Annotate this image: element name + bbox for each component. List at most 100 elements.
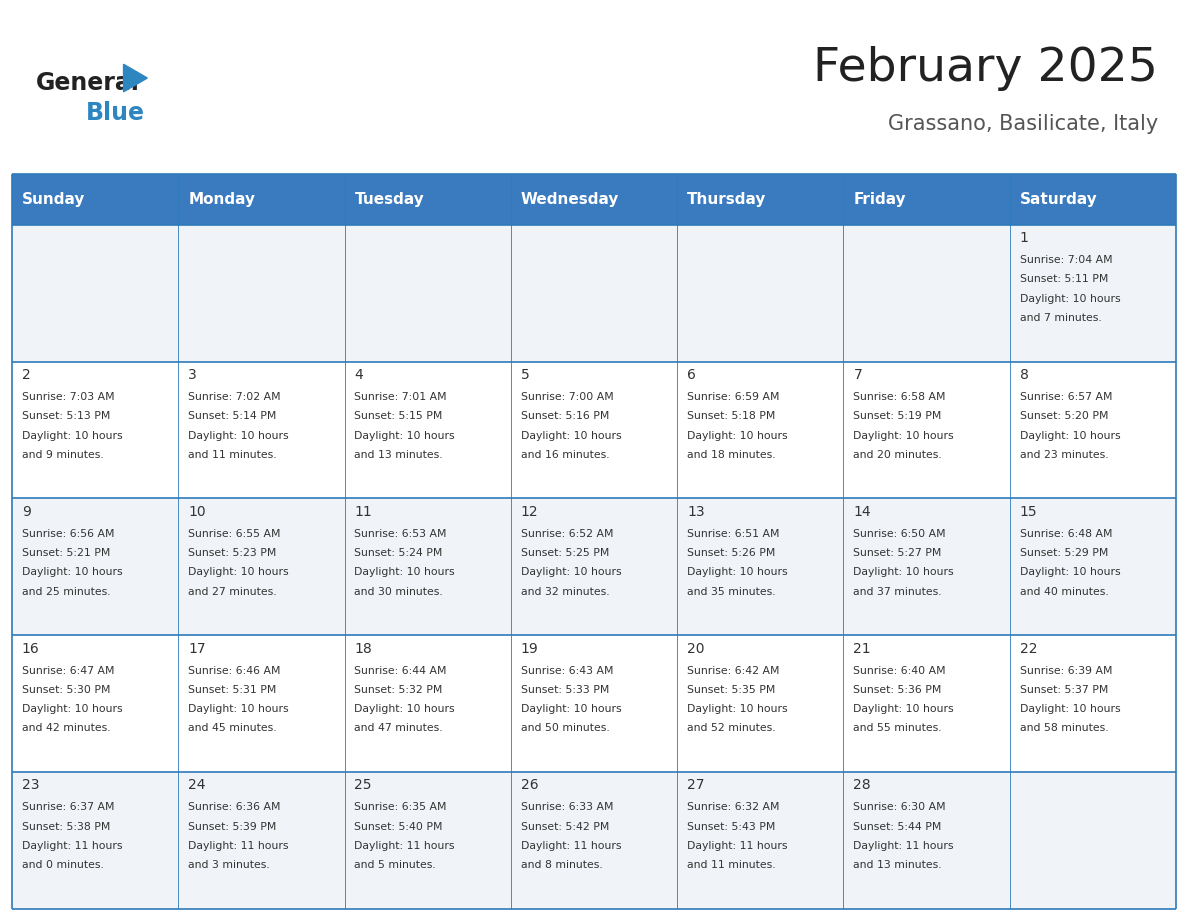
Text: 22: 22	[1019, 642, 1037, 655]
Text: Daylight: 10 hours: Daylight: 10 hours	[853, 431, 954, 441]
Text: Sunset: 5:11 PM: Sunset: 5:11 PM	[1019, 274, 1108, 285]
Text: and 8 minutes.: and 8 minutes.	[520, 860, 602, 870]
FancyBboxPatch shape	[1010, 174, 1176, 225]
Text: 12: 12	[520, 505, 538, 519]
Text: Sunrise: 7:02 AM: Sunrise: 7:02 AM	[188, 392, 280, 402]
Text: Sunrise: 6:48 AM: Sunrise: 6:48 AM	[1019, 529, 1112, 539]
FancyBboxPatch shape	[12, 772, 1176, 909]
Text: Sunset: 5:36 PM: Sunset: 5:36 PM	[853, 685, 942, 695]
Text: Sunrise: 7:04 AM: Sunrise: 7:04 AM	[1019, 255, 1112, 265]
Text: 25: 25	[354, 778, 372, 792]
Text: Daylight: 10 hours: Daylight: 10 hours	[520, 704, 621, 714]
Text: Sunrise: 6:52 AM: Sunrise: 6:52 AM	[520, 529, 613, 539]
Text: 7: 7	[853, 368, 862, 382]
Text: Sunset: 5:18 PM: Sunset: 5:18 PM	[687, 411, 776, 421]
FancyBboxPatch shape	[12, 362, 1176, 498]
Text: Sunrise: 6:30 AM: Sunrise: 6:30 AM	[853, 802, 946, 812]
Text: Sunrise: 6:51 AM: Sunrise: 6:51 AM	[687, 529, 779, 539]
Text: and 16 minutes.: and 16 minutes.	[520, 450, 609, 460]
Text: and 13 minutes.: and 13 minutes.	[354, 450, 443, 460]
Text: Daylight: 10 hours: Daylight: 10 hours	[21, 704, 122, 714]
Text: Sunset: 5:39 PM: Sunset: 5:39 PM	[188, 822, 277, 832]
Text: Thursday: Thursday	[687, 192, 766, 207]
Text: and 32 minutes.: and 32 minutes.	[520, 587, 609, 597]
Text: Sunrise: 6:53 AM: Sunrise: 6:53 AM	[354, 529, 447, 539]
Text: 5: 5	[520, 368, 530, 382]
Text: Daylight: 10 hours: Daylight: 10 hours	[1019, 431, 1120, 441]
Text: Grassano, Basilicate, Italy: Grassano, Basilicate, Italy	[889, 114, 1158, 134]
Text: and 9 minutes.: and 9 minutes.	[21, 450, 103, 460]
Text: Daylight: 10 hours: Daylight: 10 hours	[520, 431, 621, 441]
Text: Sunrise: 6:47 AM: Sunrise: 6:47 AM	[21, 666, 114, 676]
Text: Sunset: 5:15 PM: Sunset: 5:15 PM	[354, 411, 443, 421]
Text: 15: 15	[1019, 505, 1037, 519]
Text: Sunrise: 6:33 AM: Sunrise: 6:33 AM	[520, 802, 613, 812]
Text: February 2025: February 2025	[814, 46, 1158, 92]
Text: Sunset: 5:37 PM: Sunset: 5:37 PM	[1019, 685, 1108, 695]
Text: Sunset: 5:27 PM: Sunset: 5:27 PM	[853, 548, 942, 558]
Text: and 37 minutes.: and 37 minutes.	[853, 587, 942, 597]
Text: and 40 minutes.: and 40 minutes.	[1019, 587, 1108, 597]
Text: Daylight: 10 hours: Daylight: 10 hours	[354, 567, 455, 577]
FancyBboxPatch shape	[12, 498, 1176, 635]
Text: 13: 13	[687, 505, 704, 519]
Text: Sunset: 5:24 PM: Sunset: 5:24 PM	[354, 548, 443, 558]
Text: and 7 minutes.: and 7 minutes.	[1019, 313, 1101, 323]
Text: Sunrise: 6:46 AM: Sunrise: 6:46 AM	[188, 666, 280, 676]
Text: Daylight: 11 hours: Daylight: 11 hours	[853, 841, 954, 851]
Text: Sunrise: 6:50 AM: Sunrise: 6:50 AM	[853, 529, 946, 539]
Text: and 42 minutes.: and 42 minutes.	[21, 723, 110, 733]
Text: Sunset: 5:32 PM: Sunset: 5:32 PM	[354, 685, 443, 695]
Text: Sunset: 5:35 PM: Sunset: 5:35 PM	[687, 685, 776, 695]
Text: Sunrise: 6:37 AM: Sunrise: 6:37 AM	[21, 802, 114, 812]
Text: Daylight: 10 hours: Daylight: 10 hours	[687, 431, 788, 441]
Text: and 35 minutes.: and 35 minutes.	[687, 587, 776, 597]
Text: 2: 2	[21, 368, 31, 382]
Text: Sunset: 5:40 PM: Sunset: 5:40 PM	[354, 822, 443, 832]
Text: Sunset: 5:16 PM: Sunset: 5:16 PM	[520, 411, 609, 421]
Text: Sunday: Sunday	[21, 192, 86, 207]
Text: and 18 minutes.: and 18 minutes.	[687, 450, 776, 460]
Text: and 0 minutes.: and 0 minutes.	[21, 860, 103, 870]
Text: Daylight: 11 hours: Daylight: 11 hours	[354, 841, 455, 851]
Text: 23: 23	[21, 778, 39, 792]
Text: and 50 minutes.: and 50 minutes.	[520, 723, 609, 733]
Text: Blue: Blue	[86, 101, 145, 125]
Text: 19: 19	[520, 642, 538, 655]
Text: Daylight: 11 hours: Daylight: 11 hours	[21, 841, 122, 851]
Text: Daylight: 10 hours: Daylight: 10 hours	[21, 431, 122, 441]
Text: and 55 minutes.: and 55 minutes.	[853, 723, 942, 733]
Text: Daylight: 10 hours: Daylight: 10 hours	[188, 567, 289, 577]
Text: Sunrise: 7:01 AM: Sunrise: 7:01 AM	[354, 392, 447, 402]
Text: Sunset: 5:21 PM: Sunset: 5:21 PM	[21, 548, 110, 558]
Text: 1: 1	[1019, 231, 1029, 245]
Text: Daylight: 10 hours: Daylight: 10 hours	[687, 567, 788, 577]
Text: Sunrise: 6:35 AM: Sunrise: 6:35 AM	[354, 802, 447, 812]
Text: 8: 8	[1019, 368, 1029, 382]
Text: Sunrise: 6:59 AM: Sunrise: 6:59 AM	[687, 392, 779, 402]
Text: and 11 minutes.: and 11 minutes.	[188, 450, 277, 460]
Text: Sunset: 5:25 PM: Sunset: 5:25 PM	[520, 548, 609, 558]
Text: Sunrise: 6:43 AM: Sunrise: 6:43 AM	[520, 666, 613, 676]
Text: Sunset: 5:23 PM: Sunset: 5:23 PM	[188, 548, 277, 558]
Text: 3: 3	[188, 368, 197, 382]
Text: and 45 minutes.: and 45 minutes.	[188, 723, 277, 733]
Text: and 58 minutes.: and 58 minutes.	[1019, 723, 1108, 733]
Text: Sunrise: 6:40 AM: Sunrise: 6:40 AM	[853, 666, 946, 676]
Text: Daylight: 10 hours: Daylight: 10 hours	[354, 431, 455, 441]
FancyBboxPatch shape	[677, 174, 843, 225]
Text: 27: 27	[687, 778, 704, 792]
Text: 6: 6	[687, 368, 696, 382]
Text: Sunrise: 6:56 AM: Sunrise: 6:56 AM	[21, 529, 114, 539]
Text: Daylight: 10 hours: Daylight: 10 hours	[853, 567, 954, 577]
Text: Sunset: 5:33 PM: Sunset: 5:33 PM	[520, 685, 609, 695]
Text: and 23 minutes.: and 23 minutes.	[1019, 450, 1108, 460]
Text: and 20 minutes.: and 20 minutes.	[853, 450, 942, 460]
Text: Sunrise: 6:39 AM: Sunrise: 6:39 AM	[1019, 666, 1112, 676]
Text: General: General	[36, 71, 139, 95]
Text: 14: 14	[853, 505, 871, 519]
Text: Daylight: 11 hours: Daylight: 11 hours	[520, 841, 621, 851]
Text: and 47 minutes.: and 47 minutes.	[354, 723, 443, 733]
Text: Sunrise: 6:55 AM: Sunrise: 6:55 AM	[188, 529, 280, 539]
Text: Daylight: 10 hours: Daylight: 10 hours	[520, 567, 621, 577]
